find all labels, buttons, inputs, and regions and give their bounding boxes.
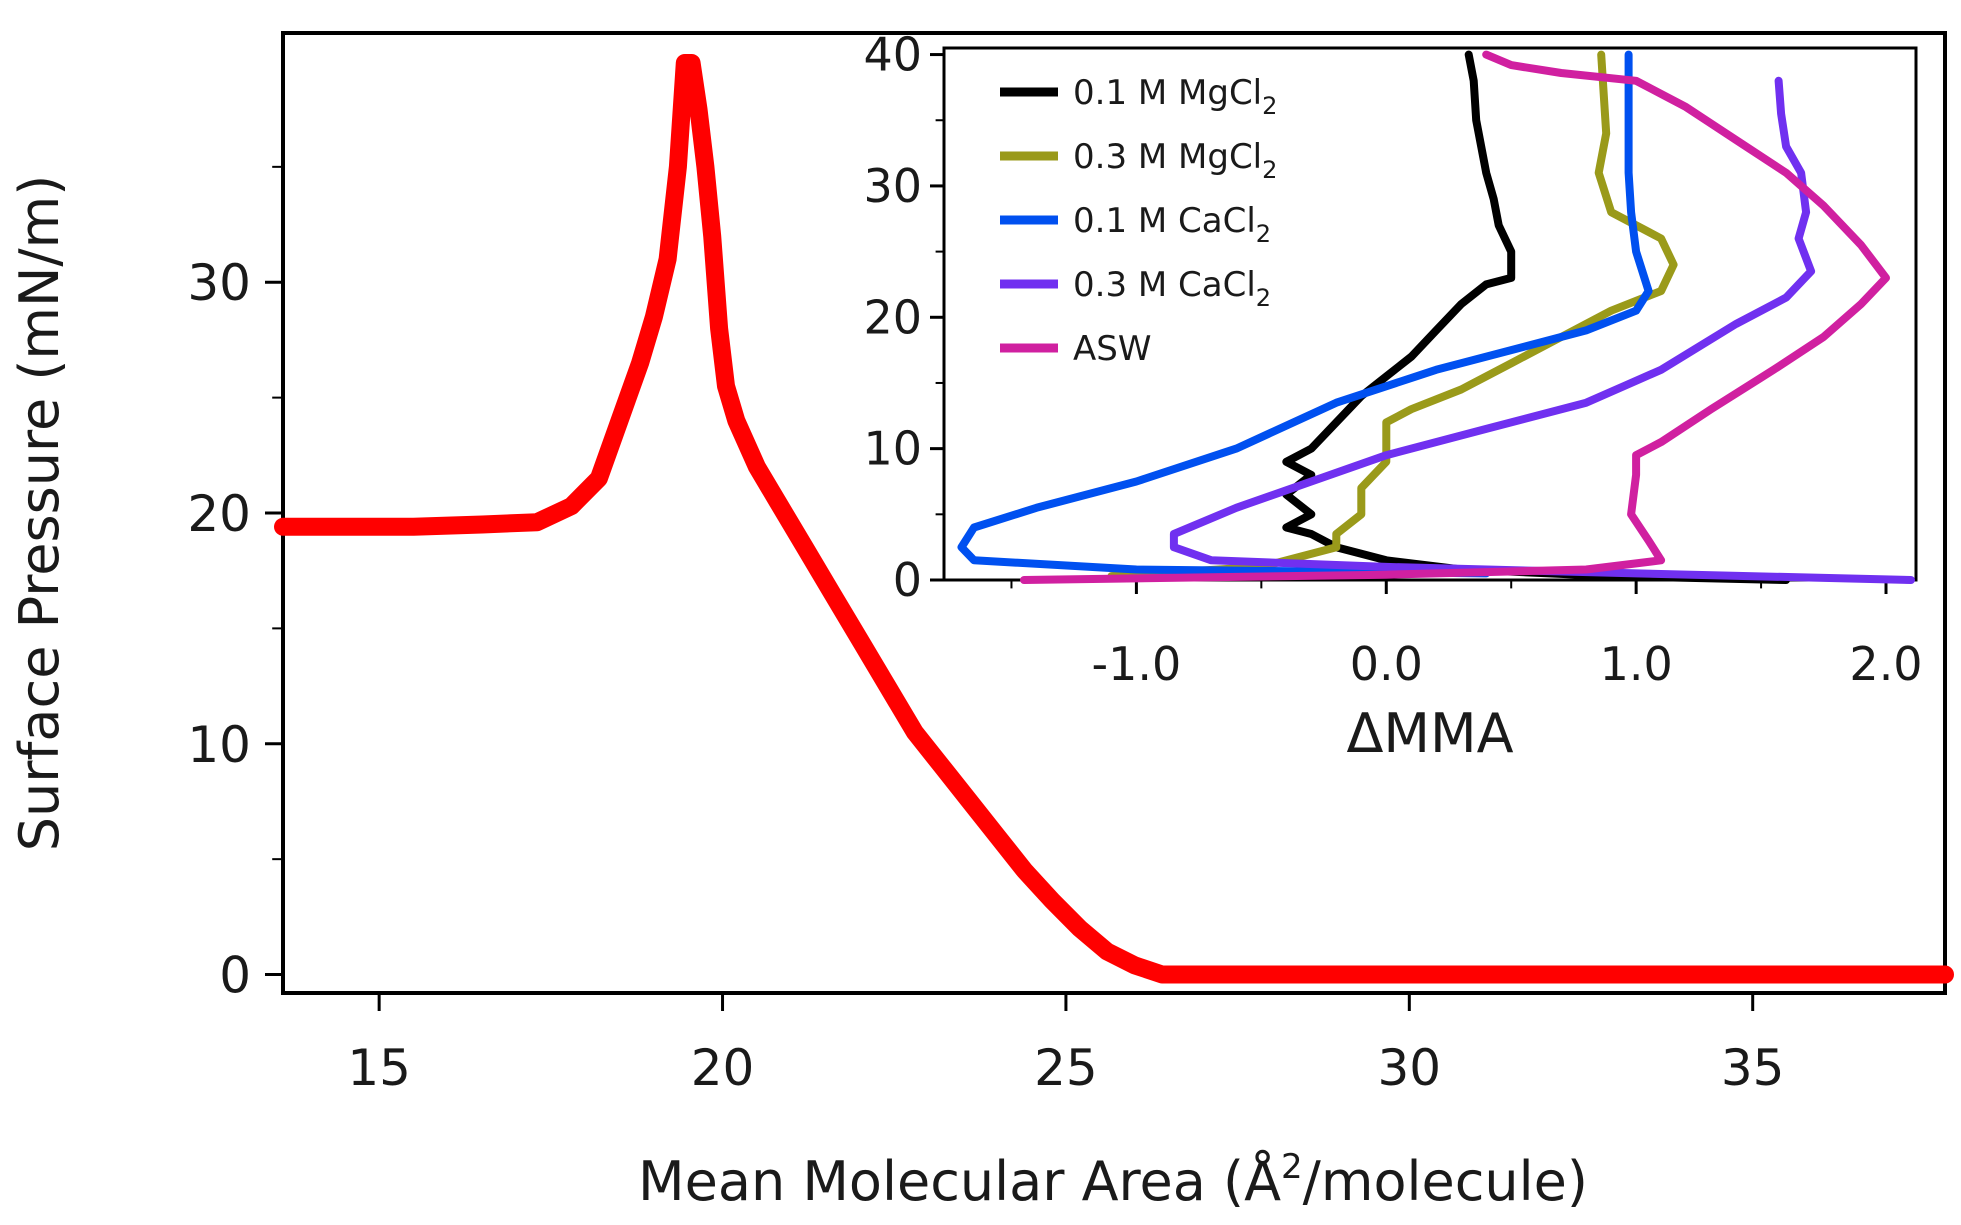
inset-x-tick-label: 2.0 [1849,637,1922,691]
legend-label-subscript: 2 [1256,220,1271,248]
inset-y-tick-label: 0 [893,553,922,607]
main-y-tick-label: 30 [187,254,251,312]
main-y-tick-label: 0 [219,947,251,1005]
legend-label-0-1-m-cacl2: 0.1 M CaCl2 [1073,201,1271,248]
inset-series-line-0-3-m-mgcl2 [1107,50,1678,581]
main-y-tick-label: 10 [187,716,251,774]
inset-ticks: -1.0 0.0 1.0 2.0 0 10 20 30 40 [863,28,1922,691]
legend-label-main: 0.1 M CaCl [1073,201,1256,241]
inset-y-tick-label: 20 [863,290,922,344]
main-x-tick-label: 35 [1721,1039,1785,1097]
main-y-tick-label: 20 [187,485,251,543]
main-series-line-series-0 [274,54,1954,984]
main-x-axis-title: Mean Molecular Area (Å2/molecule) [638,1147,1588,1213]
main-x-tick-label: 20 [691,1039,755,1097]
legend-label-0-3-m-mgcl2: 0.3 M MgCl2 [1073,137,1277,184]
inset-plot-frame [942,46,1918,582]
inset-x-tick-label: 0.0 [1350,637,1423,691]
legend-label-subscript: 2 [1256,284,1271,312]
legend-label-main: 0.3 M MgCl [1073,137,1262,177]
inset-x-tick-label: 1.0 [1600,637,1673,691]
main-x-tick-label: 25 [1034,1039,1098,1097]
inset-x-tick-label: -1.0 [1092,637,1182,691]
main-lines [274,54,1954,984]
legend-label-main: 0.1 M MgCl [1073,73,1262,113]
inset-series-line-asw [1020,50,1890,584]
legend-label-subscript: 2 [1262,156,1277,184]
inset-y-tick-label: 30 [863,159,922,213]
legend-label-asw: ASW [1073,329,1151,369]
main-x-tick-label: 15 [347,1039,411,1097]
legend-label-0-1-m-mgcl2: 0.1 M MgCl2 [1073,73,1277,120]
inset-x-axis-title: ΔMMA [1346,702,1513,765]
main-x-tick-label: 30 [1378,1039,1442,1097]
inset-y-tick-label: 40 [863,28,922,82]
legend-label-0-3-m-cacl2: 0.3 M CaCl2 [1073,265,1271,312]
legend-label-subscript: 2 [1262,92,1277,120]
inset-lines [957,50,1915,584]
legend-label-main: 0.3 M CaCl [1073,265,1256,305]
main-y-axis-title: Surface Pressure (mN/m) [8,175,71,852]
inset-series-line-0-1-m-cacl2 [957,50,1653,578]
inset-y-tick-label: 10 [863,422,922,476]
